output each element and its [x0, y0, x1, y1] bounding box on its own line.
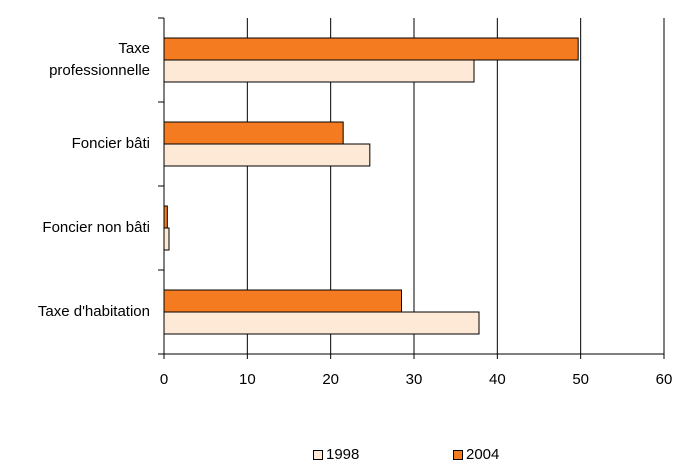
legend-item-2004: 2004 — [453, 446, 499, 463]
x-tick-label-40: 40 — [488, 371, 506, 388]
legend-label-2004: 2004 — [466, 446, 500, 463]
category-label: Foncier non bâti — [42, 219, 150, 236]
category-label: Taxe professionnelle — [49, 40, 150, 79]
legend-item-1998: 1998 — [313, 446, 359, 463]
x-tick-label-10: 10 — [238, 371, 256, 388]
axes — [158, 17, 665, 359]
x-tick-label-20: 20 — [322, 371, 339, 388]
x-tick-label-50: 50 — [572, 371, 589, 388]
category-label: Foncier bâti — [71, 135, 150, 152]
legend-swatch-1998 — [313, 449, 323, 460]
x-tick-label-30: 30 — [405, 371, 423, 388]
bar-2004-3 — [163, 289, 402, 313]
x-tick-label-0: 0 — [159, 371, 169, 388]
bar-1998-0 — [163, 59, 475, 83]
legend-label-1998: 1998 — [326, 446, 360, 463]
bar-1998-1 — [163, 143, 371, 167]
bar-1998-2 — [163, 227, 170, 251]
bar-2004-0 — [163, 37, 579, 61]
x-tick-label-60: 60 — [655, 371, 673, 388]
legend-swatch-2004 — [453, 449, 463, 460]
bar-2004-1 — [163, 121, 344, 145]
category-label: Taxe d'habitation — [37, 303, 150, 320]
bar-1998-3 — [163, 311, 480, 335]
bars — [163, 37, 579, 335]
